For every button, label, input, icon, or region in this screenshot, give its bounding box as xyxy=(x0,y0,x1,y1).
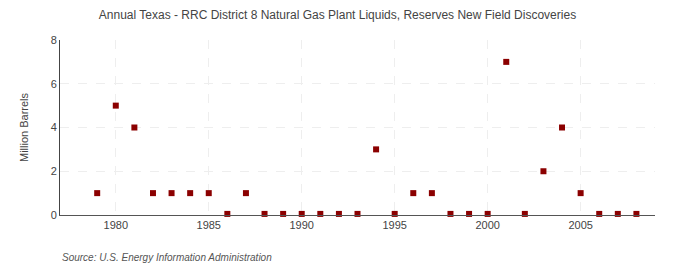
svg-text:4: 4 xyxy=(51,121,57,133)
svg-text:1980: 1980 xyxy=(104,219,128,231)
svg-text:6: 6 xyxy=(51,78,57,90)
svg-text:2: 2 xyxy=(51,165,57,177)
svg-text:2000: 2000 xyxy=(475,219,499,231)
svg-text:2005: 2005 xyxy=(568,219,592,231)
svg-text:Source: U.S. Energy Informatio: Source: U.S. Energy Information Administ… xyxy=(62,252,272,263)
svg-text:1995: 1995 xyxy=(382,219,406,231)
svg-text:0: 0 xyxy=(51,209,57,221)
svg-text:Million Barrels: Million Barrels xyxy=(18,92,30,162)
svg-text:1990: 1990 xyxy=(289,219,313,231)
svg-text:1985: 1985 xyxy=(197,219,221,231)
svg-text:8: 8 xyxy=(51,34,57,46)
svg-text:Annual Texas - RRC District 8: Annual Texas - RRC District 8 Natural Ga… xyxy=(99,8,576,22)
